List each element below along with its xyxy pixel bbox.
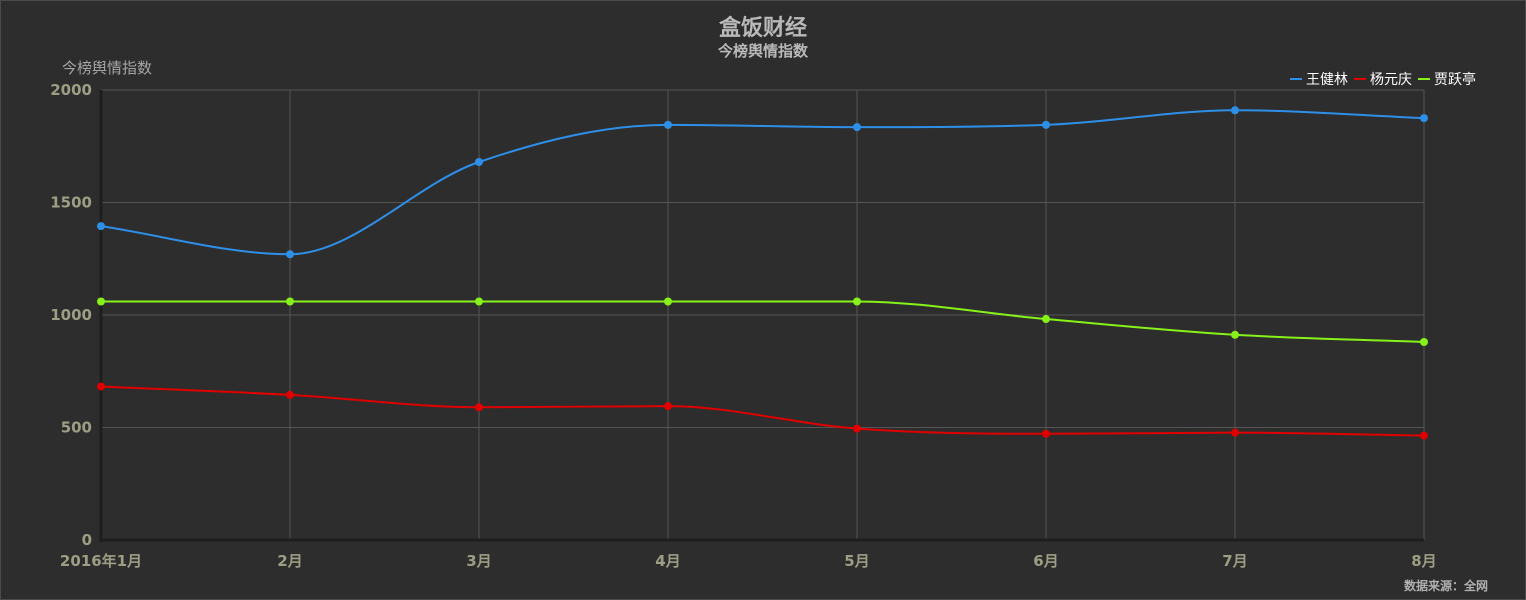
legend-label-yang: 杨元庆 [1370, 72, 1412, 88]
data-point-s0-5 [1042, 120, 1050, 129]
data-point-s2-7 [1420, 338, 1428, 346]
data-point-s2-4 [853, 297, 861, 306]
legend-swatch-jia [1418, 78, 1430, 80]
data-point-s2-5 [1042, 315, 1050, 324]
data-point-s2-3 [664, 297, 672, 306]
data-point-s1-1 [286, 390, 294, 399]
x-tick-label-0: 2016年1月 [60, 552, 142, 570]
data-point-s2-1 [286, 297, 294, 306]
data-point-s2-0 [97, 297, 105, 306]
x-tick-label-3: 4月 [655, 552, 680, 570]
y-tick-label-1000: 1000 [50, 306, 92, 324]
x-tick-label-6: 7月 [1222, 552, 1247, 570]
series-line-1 [100, 385, 1425, 437]
data-point-s2-2 [475, 297, 483, 306]
y-tick-label-1500: 1500 [50, 194, 92, 212]
data-point-s1-4 [853, 424, 861, 433]
legend-item-jia[interactable]: 贾跃亭 [1418, 69, 1476, 89]
series-line-0 [100, 109, 1425, 256]
legend: 王健林 杨元庆 贾跃亭 [1290, 69, 1476, 89]
legend-label-wang: 王健林 [1306, 72, 1348, 88]
x-tick-label-7: 8月 [1411, 552, 1436, 570]
x-tick-label-5: 6月 [1033, 552, 1058, 570]
chart-subtitle: 今榜舆情指数 [717, 42, 808, 60]
y-tick-label-500: 500 [61, 419, 92, 437]
data-point-s1-0 [97, 382, 105, 391]
data-point-s0-1 [286, 250, 294, 259]
data-point-s1-6 [1231, 428, 1239, 437]
data-point-s1-3 [664, 402, 672, 411]
x-tick-label-4: 5月 [844, 552, 869, 570]
data-source-note: 数据来源：全网 [1403, 579, 1488, 593]
legend-swatch-yang [1354, 78, 1366, 80]
x-tick-label-1: 2月 [277, 552, 302, 570]
series-line-2 [101, 300, 1425, 343]
data-point-s0-7 [1420, 114, 1428, 123]
data-point-s0-3 [664, 120, 672, 129]
x-tick-label-2: 3月 [466, 552, 491, 570]
legend-label-jia: 贾跃亭 [1434, 72, 1476, 88]
data-point-s2-6 [1231, 330, 1239, 339]
data-point-s0-4 [853, 123, 861, 132]
legend-item-yang[interactable]: 杨元庆 [1354, 69, 1412, 89]
data-point-s0-6 [1231, 106, 1239, 115]
data-point-s0-0 [97, 222, 105, 231]
legend-swatch-wang [1290, 78, 1302, 80]
y-tick-label-0: 0 [82, 531, 92, 549]
chart-title: 盒饭财经 [718, 16, 807, 41]
data-point-s0-2 [475, 158, 483, 166]
y-tick-label-2000: 2000 [50, 81, 92, 99]
legend-item-wang[interactable]: 王健林 [1290, 69, 1348, 89]
y-axis-label: 今榜舆情指数 [62, 59, 153, 77]
data-point-s1-5 [1042, 429, 1050, 438]
data-point-s1-7 [1420, 431, 1428, 440]
data-point-s1-2 [475, 403, 483, 412]
